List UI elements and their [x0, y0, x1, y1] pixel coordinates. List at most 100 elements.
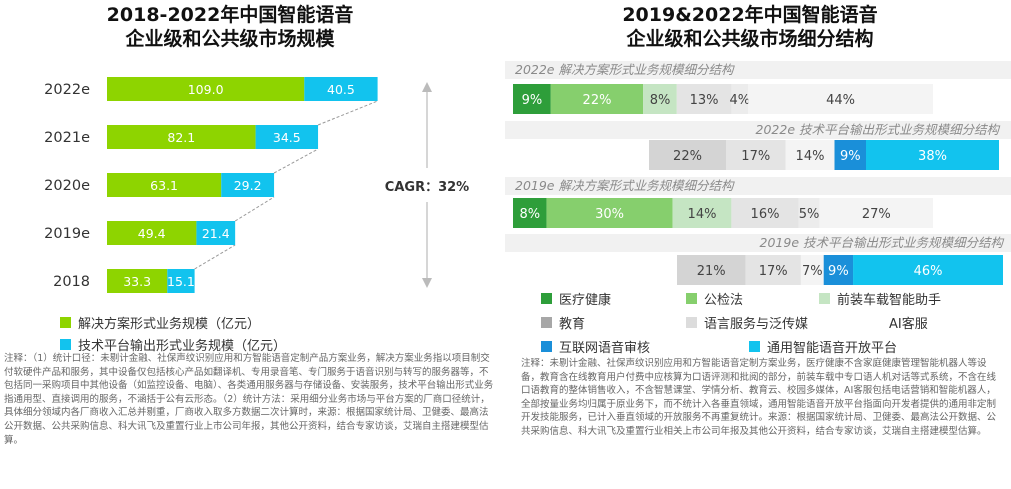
- structure-segment: [819, 198, 933, 228]
- bar-value-label: 40.5: [327, 82, 355, 97]
- cagr-arrow-head-bottom: [422, 278, 432, 288]
- bar-platform: [196, 221, 236, 245]
- subtitle-band: [505, 177, 1011, 195]
- structure-segment: [823, 255, 854, 285]
- segment-value-label: 14%: [796, 149, 825, 164]
- category-label: 2019e: [44, 226, 90, 242]
- subtitle-band: [505, 234, 1011, 252]
- bar-platform: [255, 125, 319, 149]
- legend-swatch-education: [541, 317, 552, 328]
- segment-value-label: 9%: [522, 93, 543, 108]
- bar-value-label: 34.5: [273, 130, 301, 145]
- structure-segment: [513, 84, 551, 114]
- structure-segment: [546, 198, 673, 228]
- structure-segment: [672, 198, 732, 228]
- bar-value-label: 82.1: [167, 130, 195, 145]
- subtitle-band: [505, 61, 1011, 79]
- structure-segment: [866, 140, 999, 170]
- bar-platform: [221, 173, 275, 197]
- structure-subtitle: 2019e 技术平台输出形式业务规模细分结构: [760, 235, 1005, 250]
- left-bar-chart: 2018 2019e 2020e 2021e 2022e 33.3 15.1 49.4 21.…: [44, 77, 469, 293]
- bar-connector-line: [273, 148, 319, 174]
- legend-swatch-medical: [541, 293, 552, 304]
- segment-value-label: 44%: [826, 93, 855, 108]
- structure-segment: [550, 84, 644, 114]
- bar-connector-line: [234, 196, 275, 222]
- legend-label-solution: 解决方案形式业务规模（亿元）: [78, 316, 261, 332]
- legend-swatch-solution: [60, 316, 71, 328]
- structure-segment: [643, 84, 677, 114]
- legend-item: 前装车载智能助手: [819, 289, 941, 308]
- legend-swatch-open-platform: [749, 341, 760, 352]
- legend-swatch-vehicle: [819, 293, 830, 304]
- segment-value-label: 9%: [840, 149, 861, 164]
- legend-item: 通用智能语音开放平台: [749, 337, 897, 356]
- structure-segment: [834, 140, 866, 170]
- segment-value-label: 17%: [741, 149, 770, 164]
- structure-segment: [745, 255, 801, 285]
- bar-solution: [107, 125, 256, 149]
- legend-swatch-audit: [541, 341, 552, 352]
- bar-solution: [107, 269, 168, 293]
- structure-subtitle: 2019e 解决方案形式业务规模细分结构: [515, 178, 735, 193]
- bar-solution: [107, 221, 197, 245]
- bar-solution: [107, 77, 305, 101]
- legend-label-media: 语言服务与泛传媒: [704, 317, 809, 332]
- segment-value-label: 46%: [914, 264, 943, 279]
- structure-segment: [513, 198, 547, 228]
- bar-value-label: 33.3: [123, 274, 151, 289]
- segment-value-label: 17%: [759, 264, 788, 279]
- bar-value-label: 109.0: [188, 82, 224, 97]
- right-chart-title: 2019&2022年中国智能语音 企业级和公共级市场细分结构: [560, 3, 940, 51]
- bar-value-label: 49.4: [138, 226, 166, 241]
- structure-segment: [798, 198, 820, 228]
- bar-value-label: 29.2: [234, 178, 262, 193]
- legend-label-vehicle: 前装车载智能助手: [837, 293, 942, 308]
- segment-value-label: 4%: [729, 93, 750, 108]
- bar-connector-line: [194, 244, 236, 270]
- right-structure-chart: 2022e 解决方案形式业务规模细分结构 9% 22% 8% 13% 4% 44% 2022e…: [505, 61, 1011, 285]
- bar-solution: [107, 173, 222, 197]
- segment-value-label: 21%: [697, 264, 726, 279]
- legend-item: 医疗健康: [541, 289, 611, 308]
- right-title-line1: 2019&2022年中国智能语音: [622, 4, 878, 26]
- cagr-arrow-head-top: [422, 82, 432, 92]
- right-notes: 注释：未剔计金融、社保声纹识别应用和方智能语音定制方案业务，医疗健康不含家庭健康…: [521, 358, 997, 437]
- legend-label-audit: 互联网语音审核: [559, 341, 651, 356]
- segment-value-label: 38%: [918, 149, 947, 164]
- bar-value-label: 21.4: [202, 226, 230, 241]
- segment-value-label: 8%: [519, 207, 540, 222]
- structure-segment: [731, 198, 799, 228]
- segment-value-label: 14%: [688, 207, 717, 222]
- legend-swatch-media: [686, 317, 697, 328]
- bar-connector-line: [317, 100, 378, 126]
- bar-value-label: 63.1: [150, 178, 178, 193]
- category-label: 2021e: [44, 130, 90, 146]
- category-label: 2018: [53, 274, 90, 290]
- right-title-line2: 企业级和公共级市场细分结构: [626, 28, 874, 50]
- structure-segment: [800, 255, 824, 285]
- cagr-label: CAGR：32%: [385, 180, 469, 195]
- segment-value-label: 5%: [799, 207, 820, 222]
- structure-segment: [676, 84, 732, 114]
- segment-value-label: 27%: [862, 207, 891, 222]
- legend-item: AI客服: [889, 313, 928, 332]
- structure-segment: [731, 84, 749, 114]
- structure-segment: [748, 84, 933, 114]
- segment-value-label: 7%: [802, 264, 823, 279]
- legend-item: 互联网语音审核: [541, 337, 650, 356]
- legend-label-open-platform: 通用智能语音开放平台: [767, 341, 898, 356]
- left-notes: 注释：（1）统计口径：未剔计金融、社保声纹识别应用和方智能语音定制产品方案业务，…: [4, 353, 494, 446]
- structure-segment: [785, 140, 835, 170]
- subtitle-band: [505, 121, 1011, 139]
- segment-value-label: 8%: [650, 93, 671, 108]
- bar-platform: [167, 269, 195, 293]
- right-legend: 医疗健康 公检法 前装车载智能助手 教育 语言服务与泛传媒 AI客服 互联网语音…: [541, 287, 1001, 359]
- legend-label-ai-service: AI客服: [889, 317, 928, 332]
- bar-platform: [304, 77, 378, 101]
- segment-value-label: 30%: [595, 207, 624, 222]
- left-title-line1: 2018-2022年中国智能语音: [106, 4, 354, 26]
- legend-label-platform: 技术平台输出形式业务规模（亿元）: [78, 338, 287, 354]
- left-legend: 解决方案形式业务规模（亿元） 技术平台输出形式业务规模（亿元）: [60, 311, 286, 355]
- left-legend-item: 解决方案形式业务规模（亿元）: [60, 311, 286, 333]
